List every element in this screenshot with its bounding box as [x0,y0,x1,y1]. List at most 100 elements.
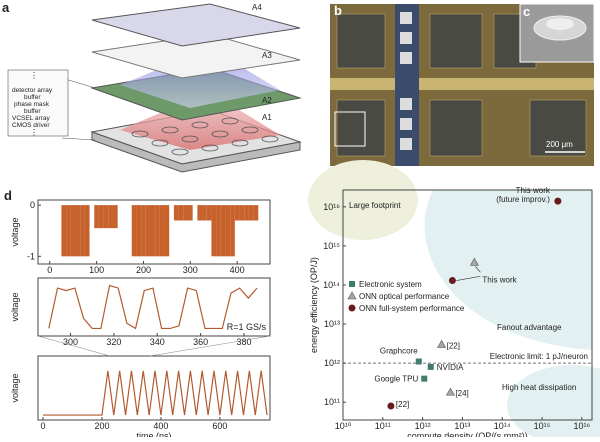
step-bar [206,205,212,221]
step-bar [230,205,235,257]
x-axis-label: compute density (OP/(s mm²)) [407,431,528,437]
step-bar [75,205,81,257]
panel-label: b [334,3,342,18]
chart: Large footprint Fanout advantage High heat… [308,160,600,442]
step-bar [98,205,104,229]
layer-label: A1 [262,113,272,122]
y-axis-label: voltage [10,373,20,402]
stack-label: ⋮ [30,128,38,137]
step-bar [150,205,156,257]
step-bar [216,205,221,257]
x-tick-label: 100 [89,265,104,275]
y-tick-label: 10¹³ [324,319,340,329]
chips [336,13,587,157]
x-tick-label: 400 [230,265,245,275]
stack-label: VCSEL array [12,115,50,122]
step-bar [70,205,76,257]
chart: 300 320 340 360 380 voltage R=1 GS/s [10,277,271,347]
point-label: Graphcore [380,347,418,356]
point [387,402,395,410]
step-bar [244,205,249,221]
point [448,277,456,285]
x-tick-label: 400 [153,421,168,431]
y-tick-label: 10¹¹ [324,397,340,407]
step-bar [239,205,245,221]
step-bar [164,205,170,257]
panel-label: c [523,4,530,19]
stack-label: ⋮ [30,71,38,80]
stack-label: phase mask [14,101,50,108]
stack-label: buffer [24,108,41,115]
step-bar [202,205,207,221]
x-tick-label: 200 [136,265,151,275]
step-bar [178,205,184,221]
y-axis-label: voltage [10,292,20,321]
stack-label: detector array [12,87,53,94]
point [437,339,447,348]
x-tick-label: 10¹⁰ [335,421,352,431]
region-label: Large footprint [349,201,401,210]
layer-stack: ⋮ detector array buffer phase mask buffe… [7,69,69,137]
region-label: High heat dissipation [502,383,576,392]
step-bar [183,205,188,221]
step-bar [173,205,179,221]
x-tick-label: 10¹² [415,421,431,431]
x-tick-label: 10¹³ [454,421,470,431]
step-bar [80,205,85,257]
step-bar [66,205,71,257]
point-label: (future improv.) [496,195,550,204]
x-tick-label: 200 [94,421,109,431]
x-axis-label: time (ns) [136,431,171,437]
x-tick-label: 10¹⁴ [494,421,511,431]
step-bar [159,205,165,257]
point [469,257,479,266]
legend-marker [349,281,355,287]
y-tick-label: 10¹⁵ [323,241,340,251]
zoom-line [37,335,111,357]
step-bar [131,205,137,257]
step-bar [136,205,142,257]
y-tick-label: 0 [30,200,35,210]
region-bg [424,190,592,350]
point-label: [24] [455,389,468,398]
point-label: This work [516,186,551,195]
column-pads [400,12,412,150]
region-bg [507,365,600,442]
step-bar [84,205,90,257]
step-bar [197,205,203,221]
light-cone [120,92,280,150]
panel-label: a [2,0,10,15]
step-bar [225,205,231,257]
reference-label: Electronic limit: 1 pJ/neuron [490,352,588,361]
x-tick-label: 300 [63,337,78,347]
region-bg [308,160,418,240]
x-tick-label: 380 [236,337,251,347]
x-tick-label: 0 [47,265,52,275]
chart: 0 100 200 300 400 0 -1 voltage [10,199,271,275]
point [427,363,434,370]
chart: 0 200 400 600 voltage time (ns) [10,355,271,441]
point-label: NVIDIA [437,363,464,372]
step-bar [248,205,254,221]
arrow [456,275,481,281]
y-axis-label: energy efficiency (OP/J) [309,257,319,353]
step-bar [61,205,67,257]
plate-a4 [91,3,301,47]
legend-label: Electronic system [359,280,422,289]
point-label: [22] [396,400,409,409]
x-tick-label: 10¹⁶ [573,421,590,431]
x-tick-label: 600 [212,421,227,431]
step-bar [253,205,259,221]
step-bar [103,205,109,229]
zoom-line [149,335,271,357]
point [421,375,428,382]
point [554,197,562,205]
annotation: R=1 GS/s [227,322,267,332]
step-bar [211,205,217,257]
step-bar [234,205,240,221]
legend-marker [347,291,357,300]
light-cone [120,48,280,108]
step-bar [141,205,146,257]
highlight-box [334,111,366,147]
